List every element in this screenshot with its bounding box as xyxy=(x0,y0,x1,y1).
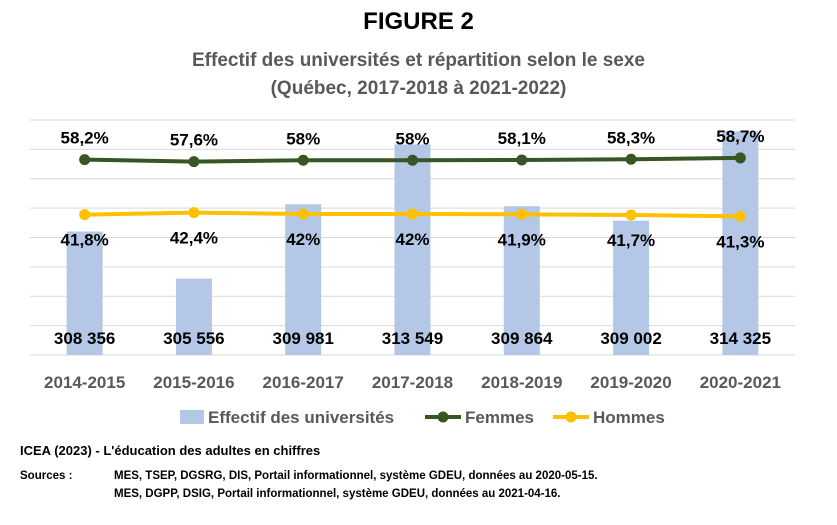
x-tick-label: 2018-2019 xyxy=(481,373,562,392)
data-label-femmes: 58,3% xyxy=(607,128,655,147)
data-label-effectif: 313 549 xyxy=(382,329,443,348)
legend-label-effectif: Effectif des universités xyxy=(208,408,394,427)
point-hommes-2014-2015 xyxy=(79,209,91,221)
data-label-hommes: 42% xyxy=(395,230,429,249)
figure-label: FIGURE 2 xyxy=(363,8,474,35)
data-label-hommes: 41,3% xyxy=(716,232,764,251)
data-label-femmes: 58,7% xyxy=(716,127,764,146)
data-label-effectif: 314 325 xyxy=(710,329,771,348)
source-note: ICEA (2023) - L'éducation des adultes en… xyxy=(20,443,321,458)
data-label-hommes: 42,4% xyxy=(170,229,218,248)
data-label-effectif: 309 864 xyxy=(491,329,553,348)
point-femmes-2016-2017 xyxy=(297,154,309,166)
sources-label: Sources : xyxy=(20,470,73,482)
legend-marker-femmes xyxy=(437,411,449,423)
data-label-effectif: 308 356 xyxy=(54,329,115,348)
x-tick-label: 2015-2016 xyxy=(153,373,234,392)
point-femmes-2017-2018 xyxy=(407,154,418,166)
source-line-1: MES, TSEP, DGSRG, DIS, Portail informati… xyxy=(114,470,598,482)
point-hommes-2017-2018 xyxy=(407,208,418,220)
chart-area: 58,2% 57,6% 58% 58% 58,1% 58,3% 58,7% 41,8% 42,4… xyxy=(30,119,795,427)
data-label-femmes: 57,6% xyxy=(170,131,218,150)
chart-title-line1: Effectif des universités et répartition … xyxy=(192,50,645,71)
data-label-hommes: 41,7% xyxy=(607,231,655,250)
point-femmes-2014-2015 xyxy=(79,154,91,166)
x-tick-label: 2019-2020 xyxy=(590,373,671,392)
point-femmes-2019-2020 xyxy=(625,153,637,165)
legend-swatch-effectif xyxy=(180,410,204,424)
legend-label-hommes: Hommes xyxy=(593,408,665,427)
data-label-effectif: 309 981 xyxy=(272,329,333,348)
point-hommes-2020-2021 xyxy=(734,210,746,222)
bar-2019-2020 xyxy=(613,220,650,355)
point-hommes-2016-2017 xyxy=(297,208,309,220)
bar-2016-2017 xyxy=(285,204,322,355)
bar-2017-2018 xyxy=(394,144,431,355)
bar-2015-2016 xyxy=(175,278,212,355)
bar-2018-2019 xyxy=(503,206,540,355)
data-label-femmes: 58% xyxy=(286,129,320,148)
data-label-effectif: 305 556 xyxy=(163,329,224,348)
bar-2020-2021 xyxy=(722,131,759,355)
data-label-femmes: 58,1% xyxy=(498,129,546,148)
data-label-femmes: 58% xyxy=(395,129,429,148)
point-hommes-2019-2020 xyxy=(625,209,637,221)
x-tick-label: 2020-2021 xyxy=(700,373,781,392)
data-label-femmes: 58,2% xyxy=(61,129,109,148)
point-femmes-2018-2019 xyxy=(516,154,528,166)
data-label-hommes: 41,8% xyxy=(61,231,109,250)
point-hommes-2018-2019 xyxy=(516,208,528,220)
point-femmes-2015-2016 xyxy=(188,156,200,168)
source-line-2: MES, DGPP, DSIG, Portail informationnel,… xyxy=(114,488,561,500)
data-label-hommes: 41,9% xyxy=(498,230,546,249)
x-tick-label: 2017-2018 xyxy=(372,373,453,392)
legend-label-femmes: Femmes xyxy=(465,408,534,427)
point-femmes-2020-2021 xyxy=(734,152,746,164)
data-label-effectif: 309 002 xyxy=(600,329,661,348)
bar-2014-2015 xyxy=(66,231,103,355)
data-label-hommes: 42% xyxy=(286,230,320,249)
x-tick-label: 2014-2015 xyxy=(44,373,125,392)
x-tick-label: 2016-2017 xyxy=(263,373,344,392)
legend-marker-hommes xyxy=(565,411,577,423)
point-hommes-2015-2016 xyxy=(188,207,200,219)
chart-title-line2: (Québec, 2017-2018 à 2021-2022) xyxy=(270,78,567,99)
